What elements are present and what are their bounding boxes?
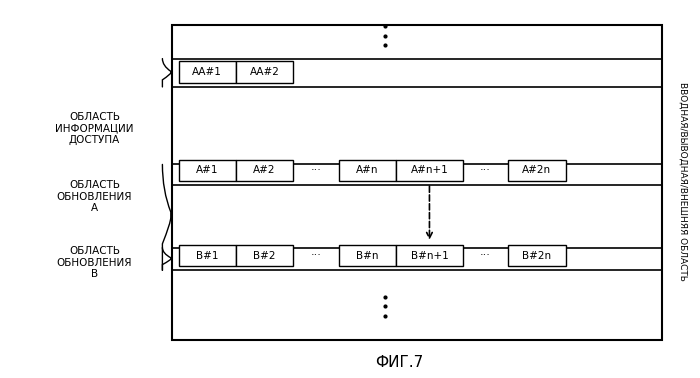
Bar [339, 160, 396, 181]
Text: B#n+1: B#n+1 [411, 251, 448, 260]
Text: B#2n: B#2n [522, 251, 552, 260]
Text: AA#2: AA#2 [250, 67, 279, 77]
Text: A#1: A#1 [196, 166, 218, 175]
Text: ФИГ.7: ФИГ.7 [375, 355, 423, 370]
Text: ···: ··· [311, 251, 321, 260]
Text: B#2: B#2 [253, 251, 276, 260]
Text: ···: ··· [311, 166, 321, 175]
Text: B#1: B#1 [196, 251, 218, 260]
Text: AA#1: AA#1 [193, 67, 222, 77]
Bar [508, 245, 566, 266]
Text: ···: ··· [480, 251, 491, 260]
Bar [236, 61, 293, 83]
Text: ···: ··· [480, 166, 491, 175]
Text: A#n+1: A#n+1 [411, 166, 448, 175]
Text: ОБЛАСТЬ
ОБНОВЛЕНИЯ
В: ОБЛАСТЬ ОБНОВЛЕНИЯ В [57, 246, 132, 279]
Bar [396, 160, 463, 181]
Bar [236, 160, 293, 181]
Bar [178, 61, 236, 83]
Bar [178, 160, 236, 181]
Text: ВВОДНАЯ/ВЫВОДНАЯ/ВНЕШНЯЯ ОБЛАСТЬ: ВВОДНАЯ/ВЫВОДНАЯ/ВНЕШНЯЯ ОБЛАСТЬ [678, 82, 687, 281]
Bar [178, 245, 236, 266]
Text: A#n: A#n [356, 166, 379, 175]
Bar [396, 245, 463, 266]
Bar [339, 245, 396, 266]
Bar [236, 245, 293, 266]
Text: A#2n: A#2n [522, 166, 552, 175]
Text: ОБЛАСТЬ
ОБНОВЛЕНИЯ
А: ОБЛАСТЬ ОБНОВЛЕНИЯ А [57, 180, 132, 213]
Bar [172, 25, 662, 340]
Bar [508, 160, 566, 181]
Text: ОБЛАСТЬ
ИНФОРМАЦИИ
ДОСТУПА: ОБЛАСТЬ ИНФОРМАЦИИ ДОСТУПА [55, 112, 134, 145]
Text: A#2: A#2 [253, 166, 276, 175]
Text: B#n: B#n [356, 251, 379, 260]
